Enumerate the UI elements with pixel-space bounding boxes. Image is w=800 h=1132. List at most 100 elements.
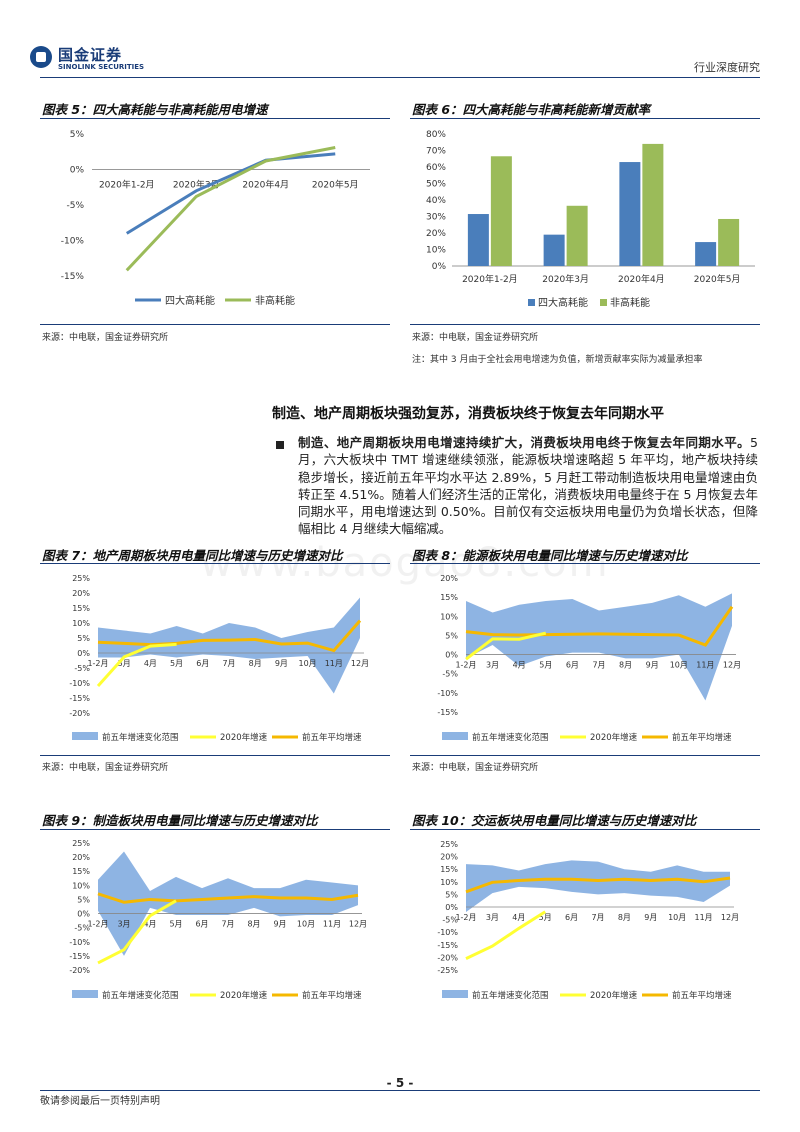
logo-text-en: SINOLINK SECURITIES — [58, 63, 145, 71]
x-tick-label: 2020年4月 — [618, 273, 665, 285]
growth-2020-line — [97, 899, 177, 965]
legend-label: 四大高耗能 — [538, 296, 588, 309]
section-paragraph: 制造、地产周期板块用电增速持续扩大，消费板块用电终于恢复去年同期水平。5 月，六… — [298, 434, 758, 538]
y-tick-label: 50% — [426, 180, 446, 190]
fig9-title-rule — [40, 829, 390, 830]
y-tick-label: -5% — [74, 664, 90, 673]
x-tick-label: 2020年1-2月 — [99, 179, 155, 191]
y-tick-label: 20% — [72, 853, 90, 862]
x-tick-label: 7月 — [591, 913, 604, 922]
fig9-chart: 25% 20% 15% 10% 5% 0% -5% -10% -15% -20% 1-2月 3月 4月 5… — [69, 839, 367, 1001]
x-tick-label: 2020年3月 — [173, 179, 220, 191]
fig9-title: 图表 9：制造板块用电量同比增速与历史增速对比 — [42, 813, 318, 828]
x-tick-label: 6月 — [565, 913, 578, 922]
legend-label-avg: 前五年平均增速 — [672, 990, 732, 1001]
legend-label-2020: 2020年增速 — [220, 732, 268, 743]
y-tick-label: 10% — [440, 878, 458, 887]
fig6-title: 图表 6：四大高耗能与非高耗能新增贡献率 — [412, 102, 651, 117]
y-tick-label: 5% — [77, 895, 90, 904]
legend-label-avg: 前五年平均增速 — [672, 732, 732, 743]
x-tick-label: 3月 — [117, 920, 130, 929]
logo-text-cn: 国金证券 — [58, 46, 123, 64]
y-tick-label: -10% — [69, 679, 90, 688]
report-section-label: 行业深度研究 — [694, 61, 760, 74]
y-tick-label: 20% — [440, 853, 458, 862]
y-tick-label: 20% — [72, 589, 90, 598]
y-tick-label: 5% — [445, 631, 458, 640]
y-tick-label: -5% — [74, 924, 90, 933]
x-tick-label: 1-2月 — [455, 661, 476, 670]
y-tick-label: 0% — [77, 649, 90, 658]
fig7-title-rule — [40, 563, 390, 564]
x-tick-label: 10月 — [299, 659, 317, 668]
y-tick-label: 5% — [77, 634, 90, 643]
fig5-source: 来源：中电联，国金证券研究所 — [42, 333, 169, 343]
bar-non-high-energy — [642, 143, 664, 266]
y-tick-label: 15% — [440, 593, 458, 602]
fig5-chart: 5% 0% -5% -10% -15% 2020年1-2月 2020年3月 2020年4月 20… — [61, 130, 370, 307]
bar-high-energy — [543, 234, 565, 266]
x-tick-label: 1-2月 — [455, 913, 476, 922]
y-tick-label: 15% — [440, 865, 458, 874]
fig8-chart: 20% 15% 10% 5% 0% -5% -10% -15% 1-2月 3月 4月 5月 6月 7月 8月… — [437, 574, 741, 743]
x-tick-label: 11月 — [323, 920, 341, 929]
y-tick-label: -15% — [69, 694, 90, 703]
x-tick-label: 10月 — [668, 913, 686, 922]
header-divider — [40, 77, 760, 78]
y-tick-label: -5% — [442, 670, 458, 679]
y-tick-label: -25% — [437, 966, 458, 975]
legend-swatch-band — [72, 732, 98, 740]
avg-5yr-line — [97, 619, 362, 653]
y-tick-label: 10% — [426, 246, 446, 256]
x-tick-label: 11月 — [325, 659, 343, 668]
fig10-title: 图表 10：交运板块用电量同比增速与历史增速对比 — [412, 813, 697, 828]
fig10-chart: 25% 20% 15% 10% 5% 0% -5% -10% -15% -20% -25% 1-2月 3… — [437, 840, 739, 1001]
x-tick-label: 11月 — [696, 661, 714, 670]
y-tick-label: -5% — [66, 201, 84, 211]
fig8-title-rule — [410, 563, 760, 564]
fig7-chart: 25% 20% 15% 10% 5% 0% -5% -10% -15% -20% 1-2月 3月 4月 5… — [69, 574, 369, 743]
series-line-1 — [125, 152, 336, 235]
x-tick-label: 5月 — [169, 920, 182, 929]
fig6-chart: 0% 10% 20% 30% 40% 50% 60% 70% 80% 2020年1-2月 2020年… — [426, 130, 755, 309]
page-number: - 5 - — [386, 1076, 414, 1090]
x-tick-label: 10月 — [297, 920, 315, 929]
avg-5yr-line — [465, 876, 731, 894]
section-heading: 制造、地产周期板块强劲复苏，消费板块终于恢复去年同期水平 — [272, 406, 664, 422]
x-tick-label: 4月 — [513, 661, 526, 670]
disclaimer-note: 敬请参阅最后一页特别声明 — [40, 1096, 160, 1107]
avg-5yr-line — [465, 605, 734, 647]
range-band — [98, 851, 358, 956]
x-tick-label: 9月 — [644, 913, 657, 922]
fig8-bottom-rule — [410, 755, 760, 756]
y-tick-label: 40% — [426, 196, 446, 206]
y-tick-label: -15% — [69, 952, 90, 961]
y-tick-label: 15% — [72, 867, 90, 876]
x-tick-label: 8月 — [618, 913, 631, 922]
fig6-source: 来源：中电联，国金证券研究所 — [412, 333, 539, 343]
x-tick-label: 5月 — [539, 661, 552, 670]
x-tick-label: 12月 — [351, 659, 369, 668]
growth-2020-line — [465, 631, 547, 661]
y-tick-label: -10% — [61, 237, 85, 247]
avg-5yr-line — [97, 892, 359, 904]
x-tick-label: 7月 — [222, 659, 235, 668]
y-tick-label: 70% — [426, 147, 446, 157]
y-tick-label: -15% — [437, 708, 458, 717]
legend-label-2020: 2020年增速 — [590, 990, 638, 1001]
y-tick-label: 20% — [440, 574, 458, 583]
fig6-note: 注：其中 3 月由于全社会用电增速为负值，新增贡献率实际为减量承担率 — [412, 355, 703, 365]
legend-swatch-band — [442, 990, 468, 998]
x-tick-label: 4月 — [512, 913, 525, 922]
x-tick-label: 2020年4月 — [242, 179, 289, 191]
x-tick-label: 11月 — [695, 913, 713, 922]
legend-swatch-band — [72, 990, 98, 998]
y-tick-label: 10% — [440, 612, 458, 621]
y-tick-label: 80% — [426, 130, 446, 140]
x-tick-label: 2020年3月 — [542, 273, 589, 285]
bar-high-energy — [695, 242, 717, 266]
legend-label-2020: 2020年增速 — [590, 732, 638, 743]
legend-label-2020: 2020年增速 — [220, 990, 268, 1001]
x-tick-label: 5月 — [539, 913, 552, 922]
y-tick-label: 20% — [426, 229, 446, 239]
